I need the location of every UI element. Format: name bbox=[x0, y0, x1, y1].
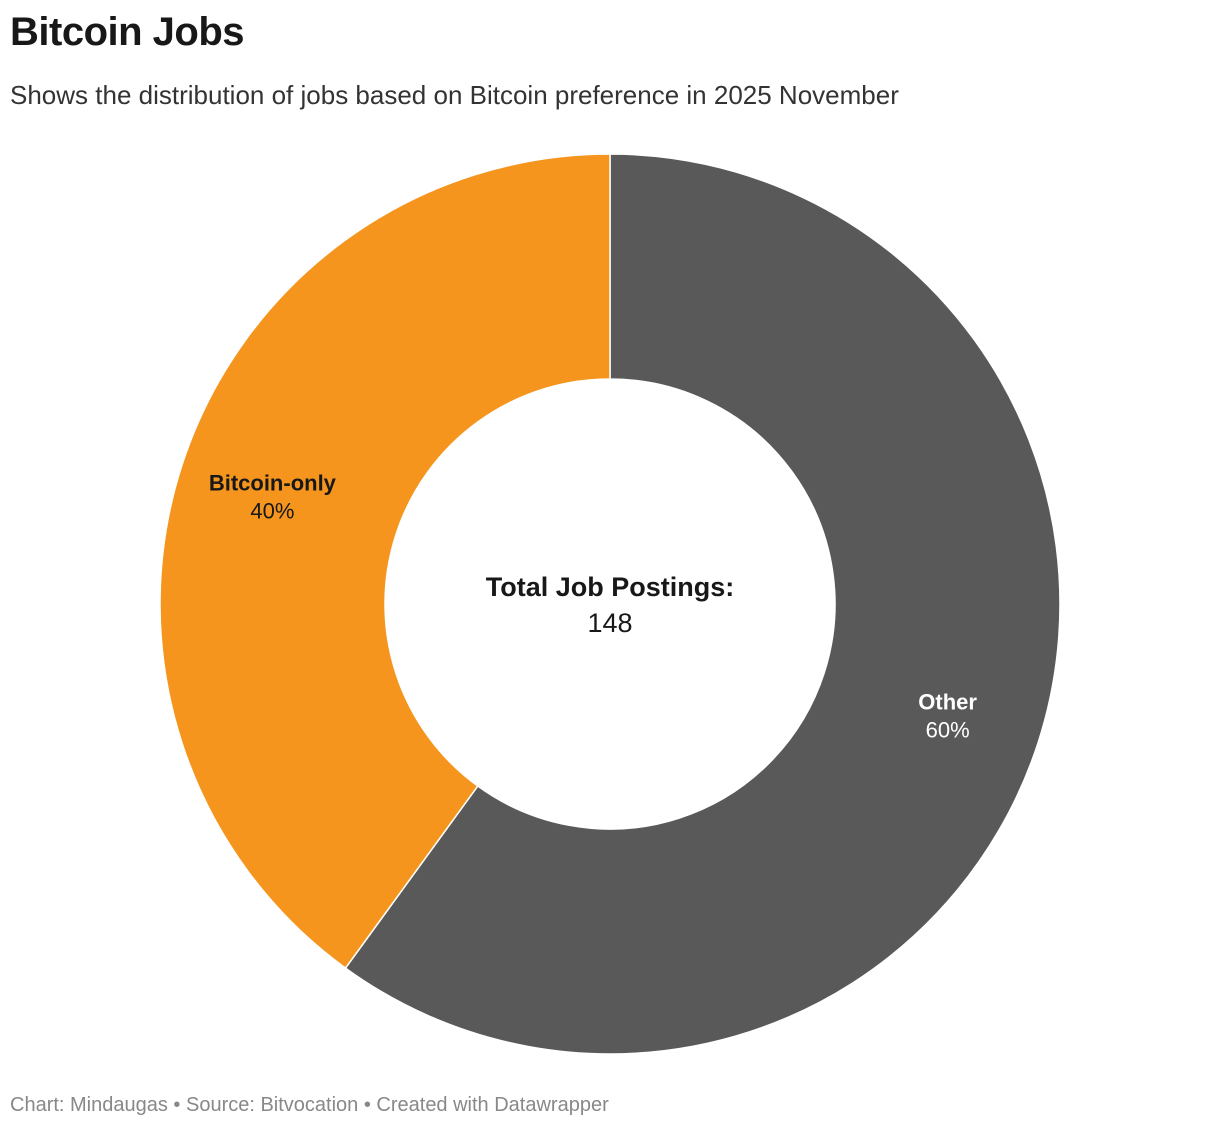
slice-label-bitcoin-only: Bitcoin-only bbox=[209, 470, 337, 495]
slice-labels: Other 60% Bitcoin-only 40% bbox=[209, 470, 978, 742]
chart-subtitle: Shows the distribution of jobs based on … bbox=[10, 80, 899, 110]
slice-other[interactable] bbox=[344, 153, 1061, 1055]
slice-value-bitcoin-only: 40% bbox=[250, 498, 294, 523]
slice-bitcoin-only[interactable] bbox=[159, 153, 611, 970]
chart-title: Bitcoin Jobs bbox=[10, 10, 245, 54]
slice-label-other: Other bbox=[918, 690, 977, 715]
center-value: 148 bbox=[587, 608, 632, 638]
slice-value-other: 60% bbox=[926, 718, 970, 743]
donut-slices bbox=[159, 153, 1061, 1055]
center-annotation: Total Job Postings: 148 bbox=[486, 572, 735, 638]
center-label: Total Job Postings: bbox=[486, 572, 735, 602]
chart-footer: Chart: Mindaugas • Source: Bitvocation •… bbox=[10, 1094, 609, 1116]
